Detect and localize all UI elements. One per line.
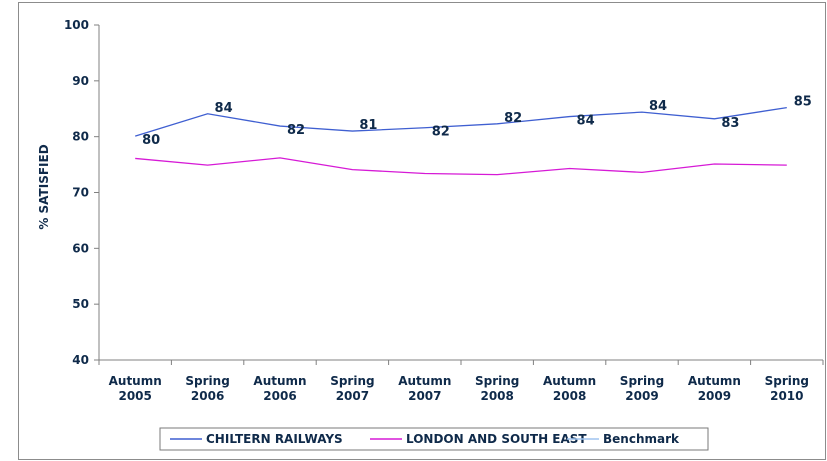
- x-category-line: Autumn: [253, 374, 306, 388]
- chart-frame: [18, 2, 826, 460]
- y-tick-label: 40: [72, 353, 89, 367]
- x-category-label: Autumn 2006: [253, 374, 306, 403]
- y-tick-labels: 40 50 60 70 80 90 100: [64, 18, 89, 367]
- x-category-line: 2008: [553, 389, 586, 403]
- y-tick-label: 80: [72, 130, 89, 144]
- x-category-line: 2005: [118, 389, 151, 403]
- data-label: 80: [142, 133, 160, 148]
- x-category-label: Spring 2009: [620, 374, 664, 403]
- x-category-label: Autumn 2007: [398, 374, 451, 403]
- data-label: 83: [721, 116, 739, 131]
- x-category-line: Autumn: [688, 374, 741, 388]
- x-category-line: Spring: [185, 374, 229, 388]
- x-category-label: Autumn 2009: [688, 374, 741, 403]
- chart-axes: [94, 24, 824, 365]
- x-category-line: 2008: [480, 389, 513, 403]
- x-category-line: 2007: [408, 389, 441, 403]
- series-line-2: [135, 157, 787, 176]
- legend: [159, 427, 709, 451]
- data-label: 82: [287, 123, 305, 138]
- legend-label-1: CHILTERN RAILWAYS: [206, 432, 343, 446]
- y-tick-label: 50: [72, 297, 89, 311]
- x-category-line: Autumn: [543, 374, 596, 388]
- x-category-line: 2007: [336, 389, 369, 403]
- x-category-line: 2010: [770, 389, 803, 403]
- data-label: 82: [504, 111, 522, 126]
- x-category-label: Autumn 2008: [543, 374, 596, 403]
- y-axis-label: % SATISFIED: [37, 144, 51, 229]
- legend-label-3: Benchmark: [603, 432, 680, 446]
- series-line-1: [135, 106, 787, 137]
- data-label: 81: [359, 118, 377, 133]
- x-category-line: Autumn: [398, 374, 451, 388]
- y-tick-label: 60: [72, 241, 89, 255]
- x-category-label: Spring 2006: [185, 374, 229, 403]
- data-label: 82: [432, 125, 450, 140]
- x-category-label: Spring 2008: [475, 374, 519, 403]
- x-category-line: Spring: [330, 374, 374, 388]
- series-lines: [135, 106, 787, 176]
- data-label: 84: [215, 101, 233, 116]
- x-category-line: Spring: [475, 374, 519, 388]
- x-category-line: Spring: [620, 374, 664, 388]
- y-tick-label: 70: [72, 186, 89, 200]
- x-category-line: Autumn: [109, 374, 162, 388]
- x-category-label: Spring 2007: [330, 374, 374, 403]
- legend-label-2: LONDON AND SOUTH EAST: [406, 432, 587, 446]
- data-label: 84: [577, 114, 595, 129]
- legend-items: CHILTERN RAILWAYS LONDON AND SOUTH EAST Be…: [170, 432, 680, 446]
- x-category-line: 2009: [698, 389, 731, 403]
- data-label: 84: [649, 99, 667, 114]
- x-category-line: Spring: [765, 374, 809, 388]
- data-labels: 80 84 82 81 82 82 84 84 83 85: [142, 95, 812, 148]
- data-label: 85: [794, 95, 812, 110]
- y-tick-label: 100: [64, 18, 89, 32]
- x-category-line: 2006: [191, 389, 224, 403]
- y-tick-label: 90: [72, 74, 89, 88]
- x-category-label: Autumn 2005: [109, 374, 162, 403]
- x-category-line: 2006: [263, 389, 296, 403]
- x-category-label: Spring 2010: [765, 374, 809, 403]
- x-category-line: 2009: [625, 389, 658, 403]
